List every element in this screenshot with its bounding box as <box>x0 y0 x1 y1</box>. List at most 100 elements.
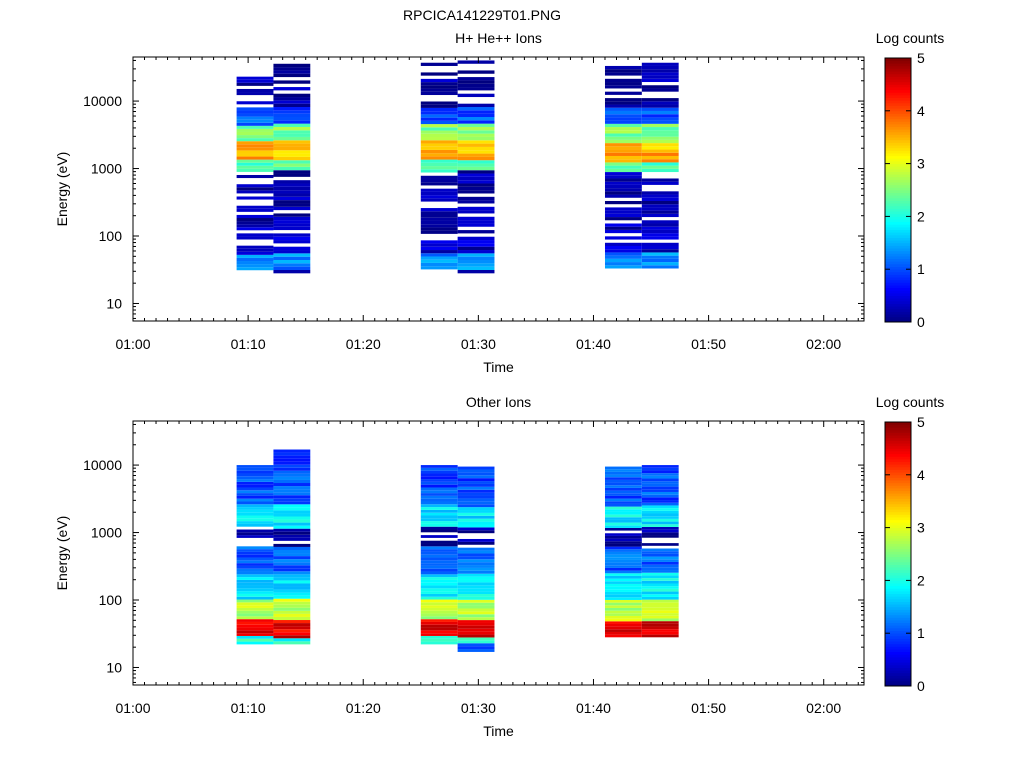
spectrogram-cell <box>457 472 495 476</box>
spectrogram-cell <box>420 557 458 561</box>
spectrogram-cell <box>641 629 679 632</box>
x-tick-label: 01:50 <box>691 336 726 352</box>
spectrogram-cell <box>273 256 311 261</box>
colorbar-segment <box>885 551 911 555</box>
colorbar-segment <box>885 493 911 497</box>
colorbar-segment <box>885 277 911 281</box>
spectrogram-cell <box>273 620 311 624</box>
spectrogram-cell <box>236 162 274 166</box>
spectrogram-cell <box>641 615 679 619</box>
spectrogram-cell <box>457 498 495 502</box>
spectrogram-cell <box>273 116 311 121</box>
spectrogram-cell <box>604 533 642 536</box>
spectrogram-cell <box>420 465 458 468</box>
spectrogram-cell <box>273 100 311 104</box>
colorbar-segment <box>885 234 911 238</box>
colorbar-segment <box>885 232 911 236</box>
colorbar-segment <box>885 147 911 151</box>
spectrogram-cell <box>236 635 274 639</box>
spectrogram-cell <box>457 87 495 91</box>
spectrogram-cell <box>604 493 642 496</box>
spectrogram-cell <box>457 489 495 493</box>
spectrogram-cell <box>236 616 274 620</box>
spectrogram-cell <box>420 613 458 617</box>
spectrogram-cell <box>236 624 274 628</box>
spectrogram-cell <box>457 512 495 516</box>
spectrogram-cell <box>236 76 274 80</box>
colorbar-segment <box>885 110 911 114</box>
colorbar-segment <box>885 617 911 621</box>
spectrogram-cell <box>457 565 495 568</box>
spectrogram-cell <box>604 265 642 269</box>
colorbar-segment <box>885 572 911 576</box>
spectrogram-cell <box>641 69 679 73</box>
spectrogram-cell <box>641 551 679 554</box>
spectrogram-cell <box>641 262 679 266</box>
spectrogram-cell <box>273 107 311 111</box>
spectrogram-cell <box>641 159 679 163</box>
x-tick-label: 01:10 <box>231 336 266 352</box>
spectrogram-cell <box>420 481 458 485</box>
spectrogram-cell <box>457 253 495 257</box>
spectrogram-cell <box>641 494 679 498</box>
spectrogram-cell <box>457 263 495 267</box>
spectrogram-cell <box>236 153 274 157</box>
spectrogram-cell <box>604 252 642 256</box>
spectrogram-cell <box>273 455 311 459</box>
spectrogram-cell <box>273 495 311 499</box>
spectrogram-cell <box>457 60 495 64</box>
spectrogram-cell <box>420 495 458 499</box>
spectrogram-cell <box>604 626 642 630</box>
spectrogram-cell <box>641 524 679 527</box>
spectrogram-cell <box>457 588 495 592</box>
spectrogram-cell <box>273 598 311 602</box>
colorbar-segment <box>885 306 911 310</box>
colorbar-segment <box>885 535 911 539</box>
spectrogram-cell <box>273 562 311 566</box>
x-axis-label: Time <box>483 359 514 375</box>
spectrogram-cell <box>420 169 458 173</box>
colorbar-segment <box>885 240 911 244</box>
colorbar-segment <box>885 590 911 594</box>
colorbar-segment <box>885 514 911 518</box>
spectrogram-cell <box>273 586 311 590</box>
y-tick-label: 10000 <box>83 93 122 109</box>
spectrogram-cell <box>604 479 642 483</box>
colorbar-segment <box>885 76 911 80</box>
colorbar-segment <box>885 564 911 568</box>
spectrogram-cell <box>604 618 642 622</box>
spectrogram-cell <box>457 173 495 177</box>
spectrogram-cell <box>604 503 642 507</box>
spectrogram-cell <box>420 104 458 108</box>
colorbar-segment <box>885 630 911 634</box>
spectrogram-cell <box>273 641 311 645</box>
spectrogram-cell <box>420 641 458 645</box>
spectrogram-cell <box>604 258 642 263</box>
spectrogram-cell <box>641 117 679 121</box>
spectrogram-cell <box>604 573 642 576</box>
colorbar-segment <box>885 134 911 138</box>
spectrogram-cell <box>641 500 679 503</box>
spectrogram-cell <box>457 220 495 224</box>
spectrogram-cell <box>273 180 311 184</box>
spectrogram-cell <box>641 588 679 592</box>
spectrogram-cell <box>236 523 274 527</box>
spectrogram-cell <box>457 130 495 134</box>
spectrogram-cell <box>641 146 679 150</box>
spectrogram-cell <box>420 156 458 160</box>
spectrogram-cell <box>236 150 274 154</box>
spectrogram-cell <box>604 162 642 166</box>
spectrogram-cell <box>604 535 642 539</box>
colorbar-segment <box>885 68 911 72</box>
spectrogram-cell <box>420 551 458 555</box>
spectrogram-cell <box>273 595 311 599</box>
spectrogram-cell <box>457 486 495 490</box>
colorbar-segment <box>885 121 911 125</box>
colorbar-segment <box>885 559 911 563</box>
spectrogram-cell <box>457 614 495 618</box>
spectrogram-cell <box>604 466 642 470</box>
spectrogram-cell <box>273 613 311 617</box>
spectrogram-cell <box>236 479 274 482</box>
colorbar-segment <box>885 543 911 547</box>
spectrogram-cell <box>236 131 274 136</box>
